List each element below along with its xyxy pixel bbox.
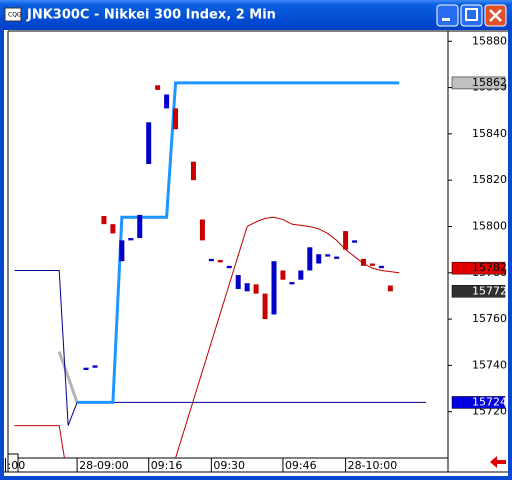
- candle: [361, 258, 366, 266]
- candle: [128, 238, 134, 241]
- candle: [369, 263, 375, 266]
- y-tick-label: 15740: [472, 358, 507, 371]
- x-tick-label: 28-10:00: [348, 459, 398, 472]
- title-bar: [0, 0, 512, 30]
- x-tick-label: 28-09:00: [79, 459, 129, 472]
- candle: [199, 219, 205, 241]
- scroll-arrow[interactable]: [490, 456, 506, 468]
- candle: [164, 94, 170, 109]
- candle: [307, 247, 313, 271]
- candle: [137, 214, 143, 239]
- price-marker-label: 15724: [472, 395, 507, 408]
- minimize-button[interactable]: [436, 4, 459, 27]
- y-tick-label: 15880: [472, 34, 507, 47]
- candle: [387, 285, 393, 292]
- candle: [325, 254, 331, 257]
- app-icon: [4, 7, 22, 22]
- x-tick-label: 09:30: [213, 459, 245, 472]
- price-marker-label: 15772: [472, 284, 507, 297]
- candle: [352, 240, 358, 243]
- icon-glyph: CQG: [8, 12, 22, 19]
- candle: [173, 108, 179, 130]
- close-glyph: [489, 9, 502, 22]
- candle: [226, 265, 232, 269]
- plot-area: [14, 81, 427, 458]
- y-tick-label: 15800: [472, 219, 507, 232]
- candle: [217, 260, 223, 263]
- y-tick-label: 15840: [472, 127, 507, 140]
- candle: [280, 270, 286, 280]
- candle: [271, 261, 277, 315]
- candle: [343, 231, 349, 250]
- y-tick-label: 15820: [472, 173, 507, 186]
- candle: [253, 284, 259, 294]
- x-tick-label: 09:16: [151, 459, 183, 472]
- x-tick-label: 09:46: [285, 459, 317, 472]
- candle: [119, 240, 125, 262]
- candle: [208, 258, 214, 262]
- candle: [146, 122, 152, 164]
- x-tick-label: :00: [8, 459, 26, 472]
- candle: [262, 293, 268, 320]
- candle: [316, 254, 322, 264]
- client-area: [4, 30, 508, 476]
- candle: [244, 283, 250, 292]
- price-marker: [451, 285, 506, 298]
- price-marker-label: 15862: [472, 76, 507, 89]
- price-marker: [451, 261, 506, 275]
- candle: [298, 270, 304, 280]
- candle: [92, 365, 98, 368]
- candle: [235, 275, 241, 289]
- minimize-glyph: [442, 18, 450, 21]
- window-title: JNK300C - Nikkei 300 Index, 2 Min: [26, 8, 276, 23]
- price-marker: [451, 76, 506, 90]
- candle: [101, 216, 107, 225]
- candle: [155, 85, 161, 90]
- maximize-glyph: [465, 8, 478, 21]
- candle: [110, 224, 116, 234]
- candle: [289, 282, 295, 285]
- candle: [83, 367, 89, 371]
- line-series: [77, 81, 400, 404]
- candle: [190, 161, 196, 181]
- candle: [378, 265, 384, 269]
- y-tick-label: 15760: [472, 312, 507, 325]
- scroll-handle[interactable]: [7, 453, 19, 473]
- line-series: [57, 351, 79, 403]
- price-marker: [451, 396, 506, 409]
- candle: [334, 256, 340, 259]
- price-marker-label: 15782: [472, 261, 507, 274]
